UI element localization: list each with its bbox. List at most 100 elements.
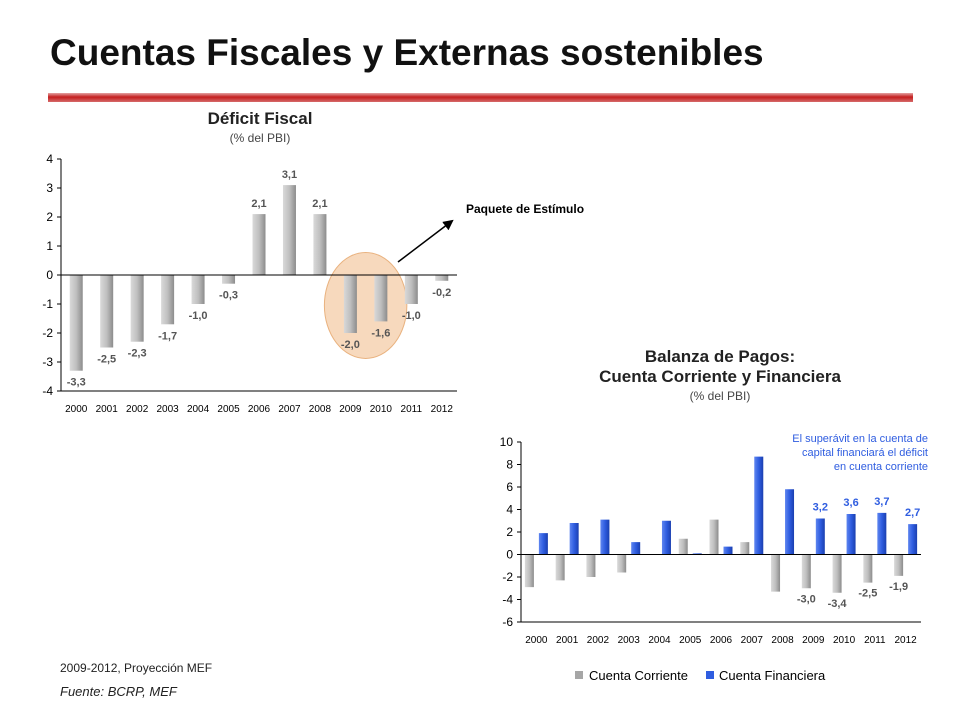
fiscal-y-tick-label: 2 [46, 210, 53, 224]
bop-chart-subtitle: (% del PBI) [689, 389, 751, 403]
fiscal-x-tick-label: 2009 [339, 404, 362, 415]
fiscal-chart-title-block: Déficit Fiscal (% del PBI) [160, 109, 360, 145]
fiscal-x-tick-label: 2010 [370, 404, 393, 415]
fiscal-value-label: -1,6 [371, 327, 390, 339]
fiscal-bar-2006 [252, 214, 266, 275]
fiscal-bar-2001 [100, 275, 114, 348]
fiscal-bar-2004 [191, 275, 205, 304]
bop-annotation-line: El superávit en la cuenta de [792, 433, 928, 445]
bop-bar-financiera-2005 [692, 553, 702, 555]
bop-y-tick-label: 2 [506, 525, 513, 539]
fiscal-bar-2005 [222, 275, 236, 284]
bop-x-tick-label: 2009 [802, 635, 825, 646]
fiscal-bar-2002 [130, 275, 144, 342]
bop-bar-corriente-2009 [801, 554, 811, 589]
bop-annotation-line: en cuenta corriente [834, 461, 928, 473]
fiscal-value-label: -1,0 [189, 310, 208, 322]
fiscal-y-tick-label: -2 [42, 326, 53, 340]
legend-swatch-financiera [706, 671, 714, 679]
bop-bar-corriente-2003 [617, 554, 627, 573]
bop-x-tick-label: 2006 [710, 635, 733, 646]
fiscal-value-label: -2,5 [97, 354, 116, 366]
bop-bar-financiera-2006 [723, 546, 733, 555]
fiscal-bar-2011 [404, 275, 418, 304]
bop-x-tick-label: 2000 [525, 635, 548, 646]
fiscal-y-tick-label: -3 [42, 355, 53, 369]
bop-bar-financiera-2009 [815, 518, 825, 555]
title-divider [48, 93, 913, 102]
fiscal-bar-2003 [161, 275, 175, 325]
fiscal-x-tick-label: 2004 [187, 404, 210, 415]
fiscal-chart-subtitle: (% del PBI) [229, 131, 291, 145]
fiscal-value-label: -3,3 [67, 377, 86, 389]
bop-bar-corriente-2001 [555, 554, 565, 581]
bop-x-tick-label: 2002 [587, 635, 610, 646]
bop-y-tick-label: 10 [500, 435, 514, 449]
bop-bar-financiera-2000 [538, 533, 548, 555]
bop-bar-financiera-2003 [631, 542, 641, 555]
fiscal-value-label: -1,7 [158, 330, 177, 342]
fiscal-value-label: -2,3 [128, 348, 147, 360]
fiscal-x-tick-label: 2003 [156, 404, 179, 415]
fiscal-y-tick-label: 4 [46, 152, 53, 166]
bop-bar-corriente-2012 [894, 554, 904, 576]
bop-bar-financiera-2001 [569, 523, 579, 555]
fiscal-y-tick-label: 3 [46, 181, 53, 195]
bop-bar-corriente-2000 [524, 554, 534, 588]
projection-footnote: 2009-2012, Proyección MEF [60, 661, 213, 675]
fiscal-value-label: 2,1 [251, 198, 266, 210]
bop-value-label: -3,0 [797, 593, 816, 605]
stimulus-arrow [397, 219, 454, 263]
fiscal-x-tick-label: 2001 [96, 404, 119, 415]
fiscal-bar-2008 [313, 214, 327, 275]
bop-bar-financiera-2007 [754, 456, 764, 555]
bop-x-tick-label: 2003 [618, 635, 641, 646]
bop-x-tick-label: 2008 [771, 635, 794, 646]
bop-bar-corriente-2011 [863, 554, 873, 583]
bop-chart-title-line1: Balanza de Pagos: [644, 347, 796, 366]
fiscal-bar-2007 [282, 185, 296, 275]
fiscal-value-label: 3,1 [282, 169, 297, 181]
bop-chart-title-block: Balanza de Pagos: Cuenta Corriente y Fin… [530, 347, 910, 403]
fiscal-chart-title: Déficit Fiscal [207, 109, 313, 128]
bop-bar-financiera-2002 [600, 519, 610, 555]
legend-label-financiera: Cuenta Financiera [719, 668, 826, 683]
bop-value-label: 3,7 [874, 496, 889, 508]
legend-label-corriente: Cuenta Corriente [589, 668, 688, 683]
bop-y-tick-label: 4 [506, 503, 513, 517]
bop-x-tick-label: 2005 [679, 635, 702, 646]
bop-bar-corriente-2007 [740, 542, 750, 555]
fiscal-value-label: -0,3 [219, 290, 238, 302]
fiscal-x-tick-label: 2012 [431, 404, 454, 415]
bop-y-tick-label: -6 [502, 615, 513, 629]
bop-annotation-line: capital financiará el déficit [802, 447, 928, 459]
bop-y-tick-label: 6 [506, 480, 513, 494]
bop-x-tick-label: 2004 [648, 635, 671, 646]
fiscal-x-tick-label: 2008 [309, 404, 332, 415]
fiscal-value-label: -0,2 [432, 287, 451, 299]
fiscal-x-tick-label: 2005 [217, 404, 240, 415]
bop-value-label: 3,2 [813, 502, 828, 514]
fiscal-y-tick-label: -1 [42, 297, 53, 311]
bop-bar-corriente-2005 [678, 538, 688, 555]
fiscal-y-tick-label: 1 [46, 239, 53, 253]
fiscal-value-label: -2,0 [341, 339, 360, 351]
stimulus-highlight-ellipse [323, 251, 408, 359]
slide-title: Cuentas Fiscales y Externas sostenibles [50, 32, 764, 73]
fiscal-bar-2010 [374, 275, 388, 322]
fiscal-y-tick-label: -4 [42, 384, 53, 398]
bop-bar-financiera-2004 [661, 520, 671, 555]
bop-x-tick-label: 2012 [894, 635, 917, 646]
bop-y-tick-label: -2 [502, 570, 513, 584]
bop-value-label: -3,4 [828, 598, 848, 610]
fiscal-bar-2000 [69, 275, 83, 371]
bop-value-label: -1,9 [889, 581, 908, 593]
bop-y-tick-label: 8 [506, 458, 513, 472]
fiscal-y-tick-label: 0 [46, 268, 53, 282]
bop-bar-financiera-2010 [846, 514, 856, 555]
bop-bar-corriente-2010 [832, 554, 842, 593]
fiscal-value-label: -1,0 [402, 310, 421, 322]
fiscal-bar-2009 [343, 275, 357, 333]
bop-value-label: -2,5 [858, 588, 877, 600]
fiscal-bar-2012 [435, 275, 449, 281]
